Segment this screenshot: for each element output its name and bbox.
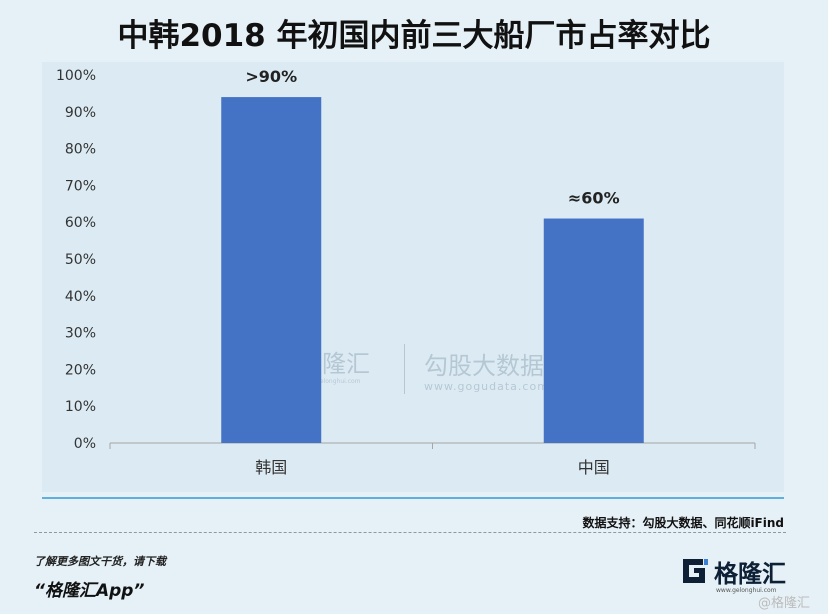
logo-name: 格隆汇 xyxy=(714,559,786,588)
data-source: 数据支持：勾股大数据、同花顺iFind xyxy=(582,516,784,530)
y-tick-label: 10% xyxy=(65,399,96,415)
bar-data-label: >90% xyxy=(245,67,297,86)
watermark-name-2: 勾股大数据 xyxy=(424,352,544,380)
logo-url: www.gelonghui.com xyxy=(716,587,777,594)
y-tick-label: 90% xyxy=(65,105,96,121)
bar-chart: 0% 10% 20% 30% 40% 50% 60% 70% 80% 90% 100% >90% 韩国 ≈… xyxy=(56,67,756,477)
corner-watermark: @格隆汇 xyxy=(758,596,811,611)
brand-logo: 格隆汇 xyxy=(680,553,786,589)
watermark-url-1: www.gelonghui.com xyxy=(300,378,361,385)
x-tick-label: 中国 xyxy=(578,458,610,477)
dashed-divider xyxy=(34,532,786,533)
y-tick-label: 40% xyxy=(65,289,96,305)
bar-1 xyxy=(221,97,322,443)
y-tick-label: 20% xyxy=(65,362,96,378)
y-tick-label: 30% xyxy=(65,326,96,342)
chart-title: 中韩2018 年初国内前三大船厂市占率对比 xyxy=(117,18,711,54)
logo-icon xyxy=(683,559,708,583)
watermark-url-2: www.gogudata.com xyxy=(424,380,549,393)
bar-data-label: ≈60% xyxy=(568,189,620,208)
y-tick-label: 80% xyxy=(65,142,96,158)
y-tick-label: 100% xyxy=(56,68,96,84)
watermark: 格隆汇 www.gelonghui.com 勾股大数据 www.gogudata… xyxy=(252,344,548,394)
bar-2 xyxy=(543,218,644,443)
promo-app-name: “格隆汇App” xyxy=(34,581,145,601)
x-tick-label: 韩国 xyxy=(255,458,287,477)
chart-area xyxy=(42,62,784,492)
y-tick-label: 50% xyxy=(65,252,96,268)
y-tick-label: 0% xyxy=(74,436,96,452)
y-tick-label: 60% xyxy=(65,215,96,231)
accent-divider xyxy=(42,497,784,499)
promo-text: 了解更多图文干货，请下载 xyxy=(34,555,166,568)
y-tick-label: 70% xyxy=(65,178,96,194)
watermark-separator xyxy=(404,344,405,394)
